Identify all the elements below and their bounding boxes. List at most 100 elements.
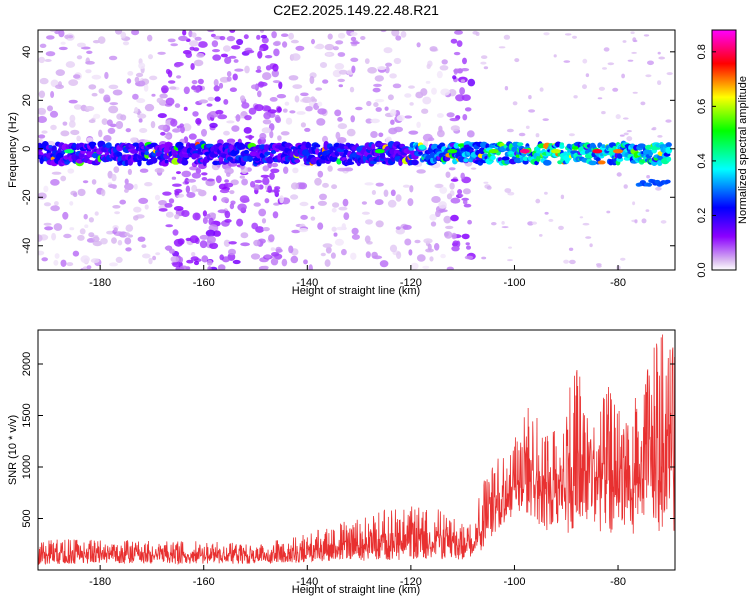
heatmap-cell: [138, 118, 143, 123]
heatmap-cell: [157, 51, 166, 55]
heatmap-cell: [337, 32, 346, 39]
heatmap-cell: [165, 211, 174, 218]
heatmap-cell: [64, 149, 75, 154]
heatmap-cell: [202, 217, 208, 224]
heatmap-cell: [120, 114, 127, 121]
heatmap-cell: [664, 179, 671, 184]
heatmap-cell: [395, 35, 402, 41]
snr-x-tick-label: -100: [503, 576, 525, 588]
heatmap-cell: [164, 135, 171, 139]
heatmap-cell: [105, 142, 112, 149]
heatmap-cell: [253, 202, 261, 207]
heatmap-cell: [262, 72, 272, 81]
heatmap-cell: [195, 168, 202, 174]
heatmap-cell: [634, 219, 638, 224]
heatmap-y-ticks: -40 -20 0 20 40: [21, 46, 675, 254]
heatmap-cell: [201, 172, 208, 176]
heatmap-cell: [91, 179, 97, 185]
heatmap-cell: [271, 162, 279, 168]
heatmap-cell: [573, 95, 578, 99]
heatmap-cell: [466, 245, 471, 250]
heatmap-cell: [124, 232, 130, 237]
heatmap-cell: [261, 36, 269, 44]
heatmap-cell: [226, 172, 231, 178]
heatmap-cell: [640, 101, 646, 106]
heatmap-cell: [138, 197, 149, 204]
heatmap-cell: [322, 243, 333, 248]
heatmap-cell: [144, 150, 149, 156]
heatmap-cell: [462, 199, 468, 205]
heatmap-cell: [83, 213, 88, 220]
heatmap-cell: [184, 177, 190, 185]
heatmap-cell: [86, 50, 93, 54]
heatmap-cell: [630, 31, 635, 34]
heatmap-cell: [230, 179, 239, 186]
heatmap-cell: [270, 149, 277, 154]
heatmap-cell: [535, 133, 540, 138]
heatmap-cell: [466, 130, 475, 138]
heatmap-cell: [164, 159, 169, 164]
heatmap-x-tick-label: -140: [296, 277, 318, 289]
heatmap-cell: [232, 259, 241, 265]
heatmap-cell: [120, 31, 127, 39]
heatmap-cell: [274, 186, 281, 190]
heatmap-cell: [111, 185, 117, 190]
heatmap-cell: [69, 201, 74, 206]
heatmap-cell: [290, 39, 299, 44]
heatmap-cell: [450, 125, 460, 132]
heatmap-cell: [291, 229, 301, 234]
heatmap-cell: [367, 67, 377, 74]
heatmap-cell: [133, 206, 142, 213]
heatmap-cell: [211, 40, 219, 48]
heatmap-cell: [310, 216, 316, 221]
heatmap-cell: [219, 189, 230, 194]
heatmap-cell: [351, 234, 360, 240]
heatmap-cell: [365, 219, 373, 225]
heatmap-cell: [150, 156, 158, 164]
heatmap-cell: [337, 78, 346, 83]
heatmap-cell: [263, 144, 269, 151]
heatmap-cell: [553, 54, 557, 58]
heatmap-cell: [202, 210, 207, 217]
heatmap-cell: [122, 41, 130, 46]
heatmap-cell: [181, 159, 189, 166]
heatmap-cell: [366, 100, 372, 107]
heatmap-cell: [183, 106, 188, 111]
heatmap-cell: [205, 229, 216, 237]
heatmap-cell: [536, 155, 541, 162]
heatmap-cell: [271, 31, 277, 39]
heatmap-cell: [233, 59, 239, 63]
snr-y-tick-label: 2000: [21, 352, 33, 376]
heatmap-cell: [73, 74, 81, 79]
heatmap-cell: [86, 137, 94, 142]
heatmap-cell: [272, 63, 279, 72]
heatmap-cell: [68, 99, 78, 104]
heatmap-cell: [504, 86, 509, 91]
snr-x-tick-label: -180: [89, 576, 111, 588]
heatmap-cell: [178, 35, 188, 42]
heatmap-cell: [317, 200, 327, 206]
heatmap-cell: [150, 121, 156, 129]
heatmap-cell: [378, 132, 384, 138]
heatmap-cell: [245, 50, 255, 54]
heatmap-cell: [543, 32, 550, 36]
heatmap-cell: [260, 174, 270, 178]
heatmap-x-label: Height of straight line (km): [292, 285, 420, 297]
heatmap-cell: [161, 85, 169, 94]
heatmap-cell: [193, 59, 204, 67]
heatmap-cell: [450, 178, 459, 182]
heatmap-cell: [107, 170, 113, 179]
heatmap-cell: [483, 66, 489, 70]
heatmap-cell: [172, 229, 179, 236]
heatmap-cell: [197, 78, 204, 85]
heatmap-cell: [408, 249, 413, 256]
heatmap-cell: [58, 46, 68, 51]
heatmap-cell: [198, 99, 209, 104]
heatmap-cell: [272, 211, 279, 219]
heatmap-cell: [517, 142, 524, 147]
heatmap-cell: [295, 45, 305, 51]
heatmap-cell: [290, 53, 301, 61]
heatmap-cell: [542, 118, 549, 121]
heatmap-cell: [563, 60, 571, 63]
heatmap-cell: [334, 238, 344, 246]
